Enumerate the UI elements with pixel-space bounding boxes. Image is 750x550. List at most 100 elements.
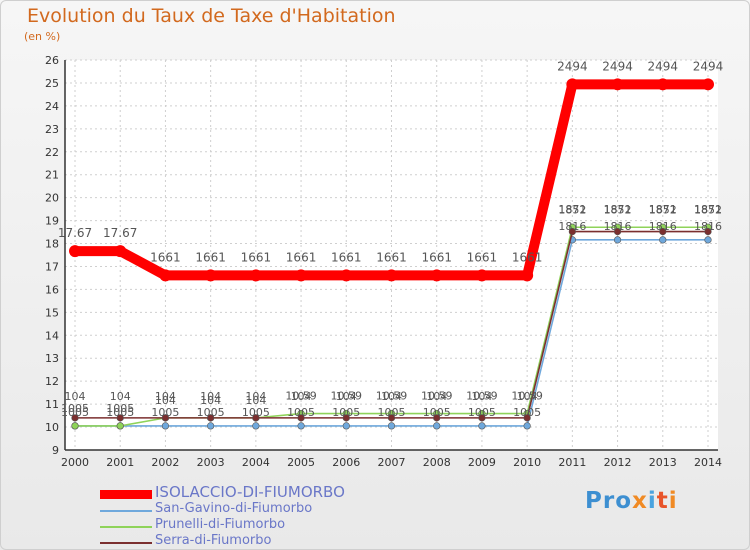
data-label: 1661: [421, 250, 452, 264]
data-label: 2494: [693, 59, 724, 73]
y-tick-label: 13: [45, 352, 59, 365]
y-tick-label: 15: [45, 306, 59, 319]
x-tick-label: 2009: [468, 456, 496, 469]
data-point: [656, 78, 669, 91]
data-label: 104: [336, 390, 357, 403]
data-label: 1871: [649, 203, 677, 216]
data-point: [568, 228, 576, 236]
y-tick-label: 18: [45, 238, 59, 251]
data-label: 1005: [106, 402, 134, 415]
y-tick-label: 10: [45, 421, 59, 434]
data-label: 1852: [649, 204, 677, 217]
data-point: [478, 422, 486, 430]
data-label: 17.67: [58, 226, 92, 240]
y-tick-label: 21: [45, 169, 59, 182]
data-label: 104: [381, 390, 402, 403]
data-label: 1005: [287, 406, 315, 419]
data-label: 104: [426, 390, 447, 403]
data-point: [297, 422, 305, 430]
data-label: 1005: [468, 406, 496, 419]
data-point: [387, 414, 396, 422]
data-point: [161, 414, 170, 422]
x-tick-label: 2004: [242, 456, 270, 469]
chart-subtitle: (en %): [24, 30, 61, 43]
data-label: 2494: [557, 59, 588, 73]
data-label: 1852: [558, 204, 586, 217]
data-point: [385, 269, 398, 282]
data-point: [566, 78, 579, 91]
data-point: [704, 228, 712, 236]
data-label: 1816: [604, 220, 632, 233]
data-label: 1005: [378, 406, 406, 419]
data-label: 10.59: [466, 390, 498, 403]
data-label: 10.59: [331, 390, 363, 403]
data-point: [342, 414, 350, 422]
data-point: [521, 269, 534, 282]
x-tick-label: 2003: [197, 456, 225, 469]
x-tick-label: 2007: [378, 456, 406, 469]
legend-swatch-san-gavino: [100, 510, 152, 512]
data-label: 1661: [376, 250, 407, 264]
data-label: 104: [200, 390, 221, 403]
data-label: 1816: [558, 220, 586, 233]
logo-part-4: t: [656, 488, 669, 514]
logo-part-1: Pro: [585, 488, 633, 514]
data-label: 104: [245, 390, 266, 403]
data-point: [71, 414, 79, 422]
y-tick-label: 14: [45, 329, 59, 342]
proxiti-logo: Proxiti: [585, 488, 678, 514]
data-point: [659, 228, 667, 236]
data-label: 10.59: [511, 390, 543, 403]
data-point: [204, 269, 217, 282]
legend-label-serra: Serra-di-Fiumorbo: [155, 533, 272, 548]
y-tick-label: 23: [45, 123, 59, 136]
data-point: [702, 78, 714, 91]
data-point: [433, 414, 441, 422]
x-tick-label: 2011: [558, 456, 586, 469]
logo-part-3: i: [647, 488, 657, 514]
data-label: 10.59: [421, 390, 453, 403]
data-point: [249, 269, 262, 282]
x-tick-label: 2001: [106, 456, 134, 469]
data-label: 1816: [649, 220, 677, 233]
data-point: [161, 422, 170, 430]
data-label: 1871: [604, 203, 632, 216]
y-tick-label: 19: [45, 215, 59, 228]
x-tick-label: 2013: [649, 456, 677, 469]
data-label: 1005: [106, 406, 134, 419]
data-label: 1661: [512, 250, 543, 264]
data-point: [523, 422, 531, 430]
data-point: [207, 422, 215, 430]
data-point: [613, 228, 622, 236]
data-label: 104: [245, 394, 266, 407]
legend-label-isolaccio: ISOLACCIO-DI-FIUMORBO: [155, 483, 345, 501]
data-label: 1661: [331, 250, 362, 264]
data-label: 1005: [423, 406, 451, 419]
data-label: 1005: [513, 406, 541, 419]
x-tick-label: 2006: [332, 456, 360, 469]
data-label: 104: [65, 390, 86, 403]
y-tick-label: 11: [45, 398, 59, 411]
data-point: [430, 269, 443, 282]
data-label: 2494: [602, 59, 633, 73]
x-tick-label: 2010: [513, 456, 541, 469]
data-point: [295, 269, 308, 282]
data-label: 104: [471, 390, 492, 403]
data-point: [114, 245, 127, 258]
y-tick-label: 16: [45, 283, 59, 296]
data-point: [207, 414, 215, 422]
x-tick-label: 2014: [694, 456, 722, 469]
data-point: [116, 422, 124, 430]
data-point: [659, 236, 667, 244]
data-label: 1005: [61, 406, 89, 419]
data-point: [71, 422, 79, 430]
y-tick-label: 24: [45, 100, 59, 113]
y-tick-label: 22: [45, 146, 59, 159]
data-point: [433, 422, 441, 430]
data-label: 1816: [694, 220, 722, 233]
data-label: 1005: [332, 406, 360, 419]
data-point: [252, 414, 260, 422]
data-label: 1661: [150, 250, 181, 264]
data-label: 1661: [467, 250, 498, 264]
